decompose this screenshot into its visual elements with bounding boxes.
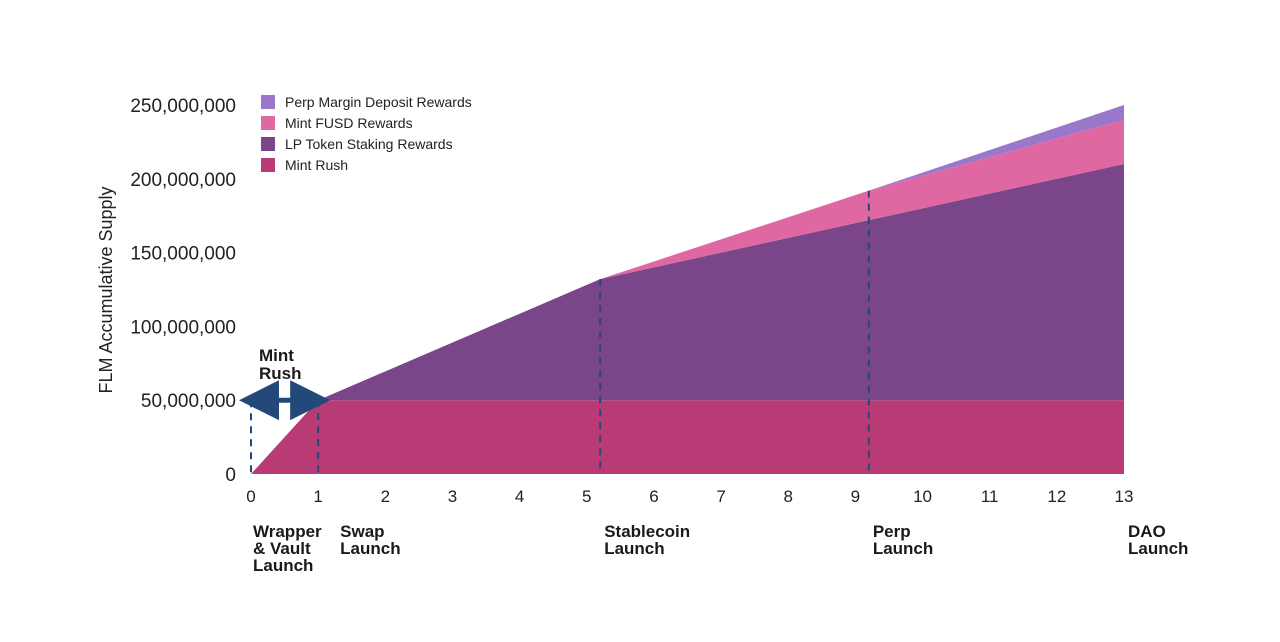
- stacked-areas: [251, 105, 1124, 475]
- mint-rush-label: Mint Rush: [259, 346, 302, 383]
- x-tick-label: 12: [1047, 487, 1066, 506]
- y-tick-label: 200,000,000: [130, 170, 236, 191]
- x-tick-label: 6: [649, 487, 658, 506]
- x-tick-label: 0: [246, 487, 255, 506]
- x-tick-label: 5: [582, 487, 591, 506]
- legend-swatch: [261, 95, 275, 109]
- milestone-label: Wrapper & Vault Launch: [253, 522, 322, 575]
- x-tick-label: 2: [381, 487, 390, 506]
- milestone-dashes: [250, 190, 870, 474]
- area-perp-margin-deposit-rewards: [251, 105, 1124, 474]
- legend-swatch: [261, 137, 275, 151]
- x-tick-label: 11: [981, 487, 999, 506]
- milestone-label: DAO Launch: [1128, 522, 1188, 558]
- milestone-label: Swap Launch: [340, 522, 400, 558]
- legend-label: LP Token Staking Rewards: [285, 136, 453, 152]
- legend-label: Mint Rush: [285, 157, 348, 173]
- area-mint-fusd-rewards: [251, 119, 1124, 474]
- area-mint-rush: [251, 400, 1124, 474]
- legend: Perp Margin Deposit Rewards Mint FUSD Rew…: [261, 94, 472, 173]
- x-tick-label: 7: [716, 487, 725, 506]
- y-tick-label: 0: [225, 465, 236, 486]
- mint-rush-annotation: Mint Rush: [239, 346, 331, 421]
- milestone-labels: Wrapper & Vault Launch Swap Launch Stablecoin…: [253, 522, 1188, 575]
- legend-swatch: [261, 116, 275, 130]
- y-axis: 0 50,000,000 100,000,000 150,000,000 200,000…: [130, 96, 236, 486]
- area-lp-token-staking-rewards: [251, 164, 1124, 475]
- y-tick-label: 250,000,000: [130, 96, 236, 117]
- y-tick-label: 150,000,000: [130, 244, 236, 265]
- x-tick-label: 10: [913, 487, 932, 506]
- x-axis: 0 1 2 3 4 5 6 7 8 9 10 11 12 13: [246, 487, 1133, 506]
- x-tick-label: 3: [448, 487, 457, 506]
- x-tick-label: 8: [783, 487, 792, 506]
- legend-swatch: [261, 158, 275, 172]
- x-tick-label: 1: [313, 487, 322, 506]
- x-tick-label: 13: [1115, 487, 1134, 506]
- legend-label: Mint FUSD Rewards: [285, 115, 413, 131]
- milestone-label: Stablecoin Launch: [604, 522, 690, 558]
- x-tick-label: 9: [851, 487, 860, 506]
- milestone-label: Perp Launch: [873, 522, 933, 558]
- x-tick-label: 4: [515, 487, 524, 506]
- legend-label: Perp Margin Deposit Rewards: [285, 94, 472, 110]
- y-axis-label: FLM Accumulative Supply: [96, 186, 116, 393]
- y-tick-label: 100,000,000: [130, 317, 236, 338]
- y-tick-label: 50,000,000: [141, 391, 236, 412]
